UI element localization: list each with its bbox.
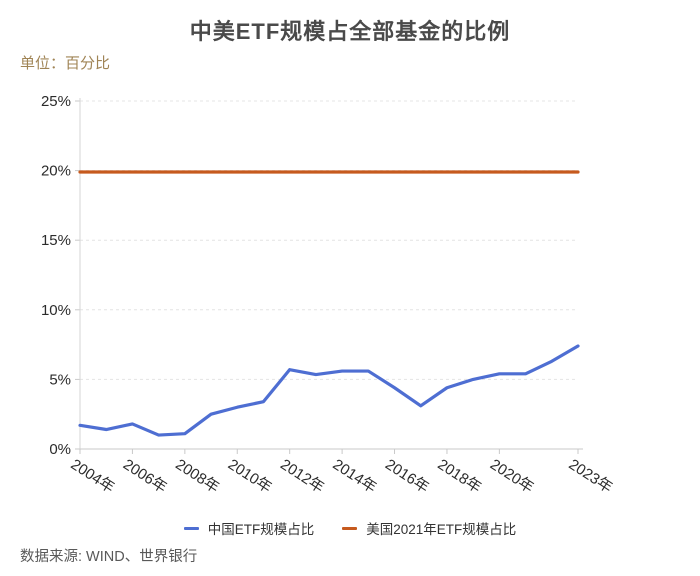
svg-text:2008年: 2008年 — [172, 456, 222, 497]
svg-text:15%: 15% — [41, 232, 71, 249]
svg-text:2018年: 2018年 — [434, 456, 484, 497]
us-line-swatch-icon — [342, 526, 358, 530]
svg-text:2006年: 2006年 — [120, 456, 170, 497]
chart-title: 中美ETF规模占全部基金的比例 — [189, 19, 511, 44]
svg-text:0%: 0% — [49, 441, 71, 458]
china-line-swatch-icon — [183, 526, 199, 530]
svg-text:2014年: 2014年 — [330, 456, 380, 497]
data-source-note: 数据来源: WIND、世界银行 — [20, 549, 198, 565]
svg-text:20%: 20% — [41, 163, 71, 180]
svg-text:2004年: 2004年 — [68, 456, 118, 497]
svg-text:5%: 5% — [49, 371, 71, 388]
chart-legend: 中国ETF规模占比 美国2021年ETF规模占比 — [0, 518, 700, 538]
svg-text:2020年: 2020年 — [487, 456, 537, 497]
svg-text:10%: 10% — [41, 302, 71, 319]
unit-label: 单位：百分比 — [20, 55, 111, 72]
svg-text:2012年: 2012年 — [277, 456, 327, 497]
legend-label-us: 美国2021年ETF规模占比 — [366, 522, 517, 537]
svg-text:2016年: 2016年 — [382, 456, 432, 497]
svg-text:25%: 25% — [41, 93, 71, 110]
legend-item-us: 美国2021年ETF规模占比 — [342, 518, 516, 538]
svg-text:2010年: 2010年 — [225, 456, 275, 497]
legend-label-china: 中国ETF规模占比 — [207, 522, 315, 537]
svg-text:2023年: 2023年 — [566, 456, 616, 497]
legend-item-china: 中国ETF规模占比 — [183, 518, 315, 538]
